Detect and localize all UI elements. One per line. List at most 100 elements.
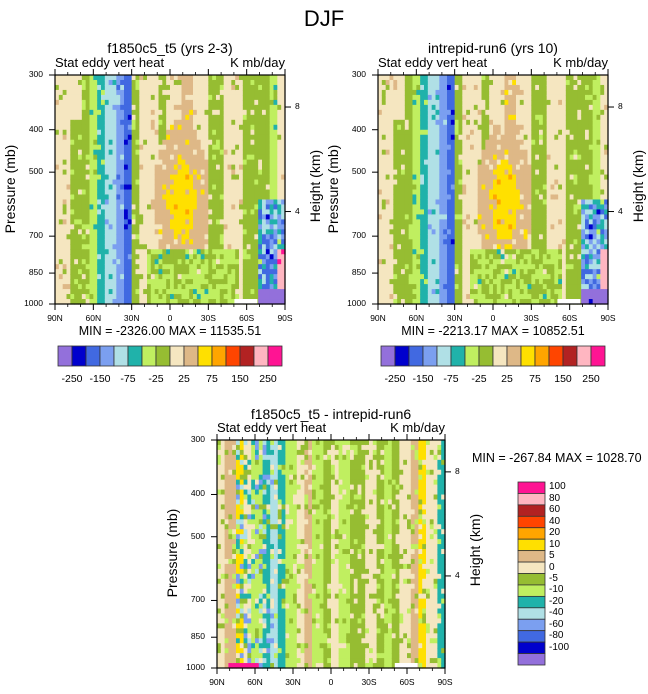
- field-cell: [150, 129, 156, 136]
- field-cell: [189, 89, 194, 96]
- field-cell: [55, 244, 60, 250]
- field-cell: [258, 189, 263, 196]
- field-cell: [535, 189, 540, 196]
- field-cell: [185, 184, 190, 191]
- field-cell: [227, 134, 232, 141]
- field-cell: [97, 144, 102, 151]
- field-cell: [416, 104, 421, 111]
- field-cell: [112, 174, 117, 181]
- field-cell: [208, 299, 213, 305]
- field-cell: [193, 94, 198, 101]
- field-cell: [447, 249, 452, 255]
- field-cell: [401, 259, 406, 265]
- field-cell: [93, 109, 98, 116]
- field-cell: [389, 179, 394, 186]
- field-cell: [431, 254, 437, 260]
- field-cell: [242, 259, 248, 265]
- field-cell: [189, 75, 194, 81]
- field-cell: [277, 189, 282, 196]
- field-cell: [258, 259, 263, 265]
- field-cell: [147, 149, 152, 156]
- field-cell: [104, 254, 110, 260]
- field-cell: [546, 289, 552, 295]
- field-cell: [101, 204, 106, 211]
- field-cell: [477, 129, 483, 136]
- field-cell: [89, 284, 94, 290]
- field-cell: [204, 299, 209, 305]
- field-cell: [235, 79, 240, 86]
- field-cell: [81, 75, 87, 81]
- field-cell: [93, 134, 98, 141]
- field-cell: [258, 199, 263, 206]
- field-cell: [397, 79, 402, 86]
- field-cell: [108, 214, 114, 220]
- field-cell: [550, 244, 555, 250]
- field-cell: [246, 99, 252, 106]
- field-cell: [401, 84, 406, 91]
- field-cell: [62, 194, 68, 201]
- field-cell: [254, 184, 259, 191]
- field-cell: [97, 109, 102, 116]
- field-cell: [62, 249, 68, 255]
- field-cell: [443, 249, 448, 255]
- field-cell: [489, 229, 494, 235]
- field-cell: [397, 219, 402, 225]
- field-cell: [431, 94, 437, 101]
- field-cell: [55, 229, 60, 235]
- field-cell: [493, 149, 498, 156]
- field-cell: [154, 114, 160, 121]
- field-cell: [150, 299, 156, 305]
- field-cell: [512, 264, 517, 270]
- field-cell: [104, 79, 110, 86]
- field-cell: [181, 104, 186, 111]
- field-cell: [135, 144, 140, 151]
- field-cell: [158, 204, 163, 211]
- field-cell: [378, 84, 383, 91]
- field-cell: [466, 109, 471, 116]
- field-cell: [104, 219, 110, 225]
- field-cell: [93, 174, 98, 181]
- field-cell: [235, 184, 240, 191]
- field-cell: [523, 279, 529, 285]
- field-cell: [101, 79, 106, 86]
- field-cell: [473, 299, 479, 305]
- field-cell: [127, 224, 133, 230]
- field-cell: [235, 294, 240, 300]
- field-cell: [181, 184, 186, 191]
- field-cell: [262, 254, 267, 260]
- field-cell: [527, 279, 532, 285]
- field-cell: [269, 214, 275, 220]
- field-cell: [450, 139, 456, 146]
- field-cell: [216, 299, 221, 305]
- field-cell: [246, 169, 252, 176]
- field-cell: [450, 199, 456, 206]
- field-cell: [401, 164, 406, 171]
- field-cell: [62, 239, 68, 245]
- field-cell: [554, 164, 559, 171]
- field-cell: [150, 109, 156, 116]
- field-cell: [239, 194, 244, 201]
- field-cell: [427, 239, 433, 245]
- field-cell: [401, 79, 406, 86]
- field-cell: [443, 75, 448, 81]
- field-cell: [439, 109, 444, 116]
- field-cell: [519, 114, 525, 121]
- field-cell: [162, 249, 167, 255]
- field-cell: [389, 129, 394, 136]
- field-cell: [408, 144, 414, 151]
- field-cell: [85, 299, 91, 305]
- field-cell: [185, 294, 190, 300]
- field-cell: [131, 209, 137, 215]
- field-cell: [408, 159, 414, 166]
- field-cell: [120, 144, 125, 151]
- field-cell: [185, 164, 190, 171]
- field-cell: [212, 299, 217, 305]
- field-cell: [485, 174, 490, 181]
- field-cell: [481, 89, 486, 96]
- field-cell: [542, 264, 548, 270]
- field-cell: [535, 89, 540, 96]
- field-cell: [170, 299, 175, 305]
- field-cell: [523, 94, 529, 101]
- field-cell: [265, 114, 271, 121]
- field-cell: [508, 134, 513, 141]
